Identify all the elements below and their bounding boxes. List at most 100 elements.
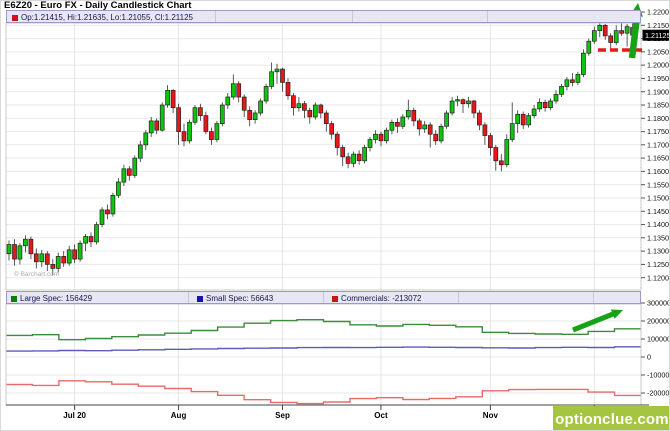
svg-text:Jul 20: Jul 20 [63, 411, 86, 420]
candle [105, 204, 110, 220]
candle [362, 144, 367, 164]
candle [132, 155, 138, 179]
candle [55, 252, 61, 273]
candle [624, 24, 630, 47]
svg-text:1.16000: 1.16000 [647, 167, 670, 176]
candle [17, 243, 23, 265]
candle [449, 97, 455, 116]
candle [416, 118, 422, 136]
candle [61, 251, 67, 268]
candle [323, 110, 329, 132]
candle [471, 99, 477, 119]
small-spec-line [6, 346, 641, 352]
candle [334, 131, 340, 156]
chart-title: E6Z20 - Euro FX - Daily Candlestick Char… [4, 0, 192, 11]
candle [498, 154, 504, 172]
commercials-line [6, 380, 641, 405]
candle [187, 119, 192, 144]
candle [94, 221, 99, 245]
candle [548, 98, 553, 111]
candle [137, 140, 143, 163]
ohlc-values: Op:1.21415, Hi:1.21635, Lo:1.21055, Cl:1… [21, 13, 193, 22]
candle [531, 105, 537, 119]
svg-text:1.21125: 1.21125 [645, 31, 670, 40]
candle [460, 98, 466, 113]
svg-text:1.20500: 1.20500 [647, 48, 670, 57]
svg-text:1.12000: 1.12000 [647, 273, 670, 282]
candle [302, 101, 307, 119]
svg-text:300000: 300000 [647, 299, 670, 308]
legend-divider [352, 11, 353, 22]
svg-text:Nov: Nov [483, 411, 499, 420]
candle [77, 240, 83, 262]
candle [39, 249, 45, 268]
candle [83, 233, 88, 252]
candle [258, 98, 263, 116]
legend-divider [458, 292, 459, 303]
candle [591, 26, 597, 44]
svg-text:1.16500: 1.16500 [647, 154, 670, 163]
legend-divider [323, 292, 324, 303]
candle [6, 240, 12, 261]
legend-divider [188, 292, 189, 303]
small-spec-swatch-icon [197, 295, 203, 302]
candle [597, 22, 603, 38]
candle [225, 93, 231, 109]
last-price-box: 1.21125 [642, 29, 670, 41]
svg-text:1.20000: 1.20000 [647, 61, 670, 70]
candle [526, 113, 531, 128]
candle [553, 90, 559, 104]
candle [564, 77, 570, 91]
candle [307, 107, 313, 124]
barchart-watermark: © Barchart.com [14, 271, 60, 278]
candle [285, 78, 291, 100]
candle [99, 207, 105, 228]
ohlc-legend-bar: Op:1.21415, Hi:1.21635, Lo:1.21055, Cl:1… [6, 10, 641, 23]
candle [192, 105, 198, 125]
cot-legend-large-spec: Large Spec: 156429 [11, 294, 92, 303]
candle [72, 244, 77, 264]
svg-text:Sep: Sep [275, 411, 290, 420]
candle [466, 97, 471, 108]
candle [116, 178, 121, 198]
svg-text:-200000: -200000 [647, 389, 670, 398]
candle [154, 118, 160, 135]
svg-text:1.15000: 1.15000 [647, 194, 670, 203]
candle [28, 236, 34, 260]
candle [581, 49, 586, 78]
candle [613, 25, 619, 46]
candle [351, 151, 356, 168]
candle [181, 123, 187, 147]
svg-text:Aug: Aug [171, 411, 187, 420]
gridlines [6, 23, 641, 405]
candle [66, 245, 72, 266]
candle [296, 97, 302, 112]
candle [12, 239, 17, 266]
svg-text:1.18500: 1.18500 [647, 101, 670, 110]
legend-divider [487, 11, 488, 22]
svg-text:1.19000: 1.19000 [647, 87, 670, 96]
candle [340, 144, 346, 167]
svg-text:-100000: -100000 [647, 371, 670, 380]
candle [367, 136, 373, 152]
svg-text:1.17000: 1.17000 [647, 140, 670, 149]
svg-text:1.15500: 1.15500 [647, 180, 670, 189]
candle [559, 83, 564, 97]
candle [329, 120, 335, 140]
cot-axis: 300000 200000 100000 0 -100000 -200000 [641, 299, 670, 398]
candle [176, 103, 181, 145]
candle [159, 102, 165, 132]
candle [570, 73, 575, 87]
candle [230, 74, 236, 100]
svg-text:1.13500: 1.13500 [647, 233, 670, 242]
candle [384, 127, 389, 144]
candle [165, 85, 170, 108]
large-spec-line [6, 319, 641, 341]
candle [143, 130, 149, 151]
svg-text:1.14500: 1.14500 [647, 207, 670, 216]
candle [515, 110, 521, 133]
candle [411, 107, 417, 127]
candle [608, 33, 614, 51]
